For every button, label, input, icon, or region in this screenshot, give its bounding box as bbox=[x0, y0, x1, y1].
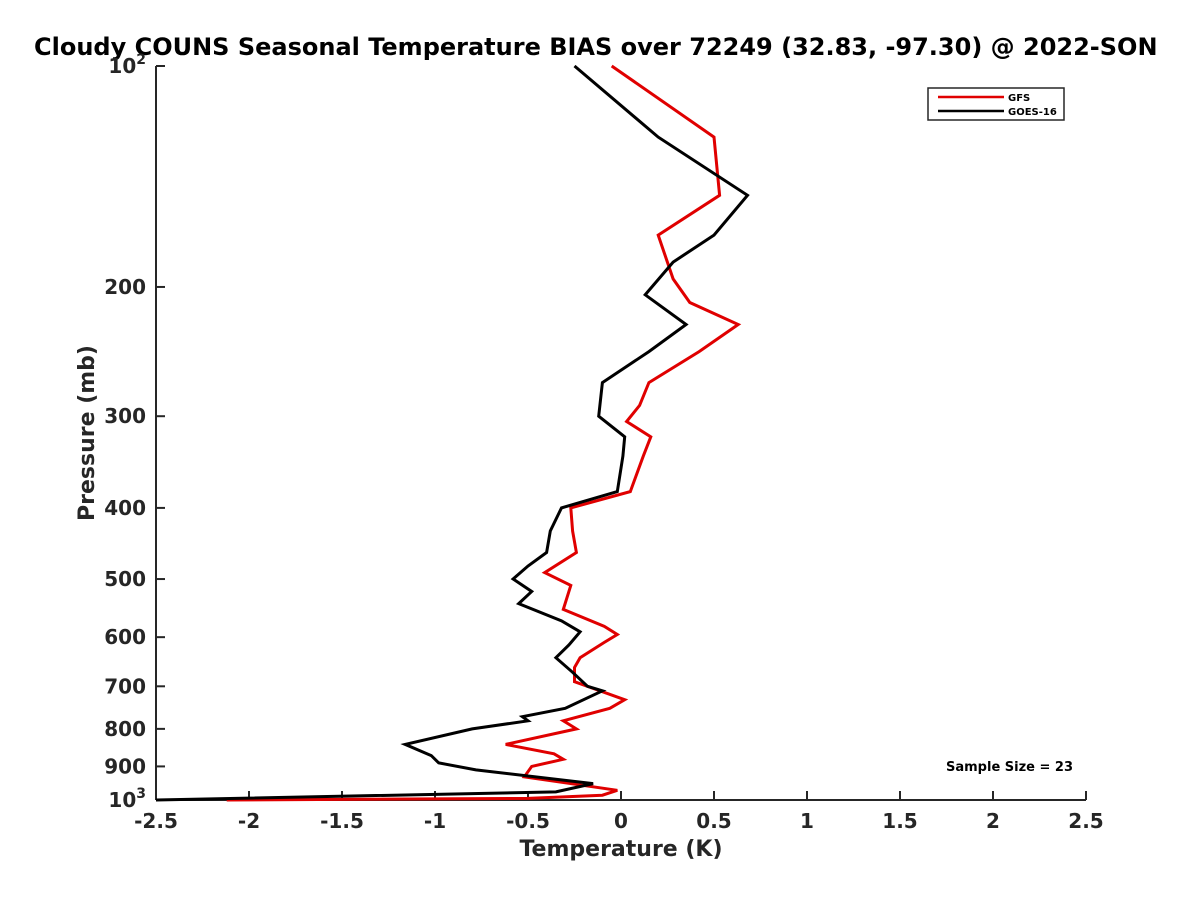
y-tick-label: 700 bbox=[104, 674, 146, 698]
y-tick-label: 103 bbox=[108, 786, 146, 812]
x-tick-label: -1 bbox=[424, 809, 446, 833]
legend-label-gfs: GFS bbox=[1008, 93, 1030, 104]
x-tick-label: 0 bbox=[614, 809, 628, 833]
y-tick-base: 10 bbox=[108, 54, 136, 78]
sample-size-annotation: Sample Size = 23 bbox=[946, 760, 1073, 775]
x-tick-label: -2.5 bbox=[134, 809, 178, 833]
y-tick-label: 800 bbox=[104, 717, 146, 741]
series-lines bbox=[155, 64, 750, 802]
x-tick-label: -1.5 bbox=[320, 809, 364, 833]
x-tick-label: 2.5 bbox=[1068, 809, 1103, 833]
series-line-gfs bbox=[226, 64, 742, 802]
y-tick-label: 500 bbox=[104, 567, 146, 591]
legend: GFS GOES-16 bbox=[927, 87, 1065, 121]
legend-label-goes16: GOES-16 bbox=[1008, 107, 1057, 118]
x-ticks: -2.5 -2 -1.5 -1 -0.5 0 0.5 1 1.5 2 2.5 bbox=[134, 791, 1104, 833]
y-tick-label: 300 bbox=[104, 404, 146, 428]
chart-title: Cloudy COUNS Seasonal Temperature BIAS o… bbox=[34, 33, 1158, 61]
y-tick-label: 900 bbox=[104, 754, 146, 778]
x-tick-label: -2 bbox=[238, 809, 260, 833]
x-axis-label: Temperature (K) bbox=[519, 837, 722, 862]
y-tick-label: 200 bbox=[104, 275, 146, 299]
x-tick-label: 2 bbox=[986, 809, 1000, 833]
x-tick-label: -0.5 bbox=[506, 809, 550, 833]
y-tick-label: 102 bbox=[108, 52, 146, 78]
y-tick-base: 10 bbox=[108, 788, 136, 812]
x-tick-label: 0.5 bbox=[696, 809, 731, 833]
legend-box bbox=[927, 87, 1065, 121]
x-tick-label: 1 bbox=[800, 809, 814, 833]
y-tick-exponent: 3 bbox=[136, 786, 146, 802]
y-axis-label: Pressure (mb) bbox=[75, 345, 100, 521]
x-tick-label: 1.5 bbox=[882, 809, 917, 833]
y-tick-label: 400 bbox=[104, 496, 146, 520]
y-tick-label: 600 bbox=[104, 625, 146, 649]
y-tick-exponent: 2 bbox=[136, 52, 146, 68]
series-line-goes-16 bbox=[155, 64, 750, 802]
